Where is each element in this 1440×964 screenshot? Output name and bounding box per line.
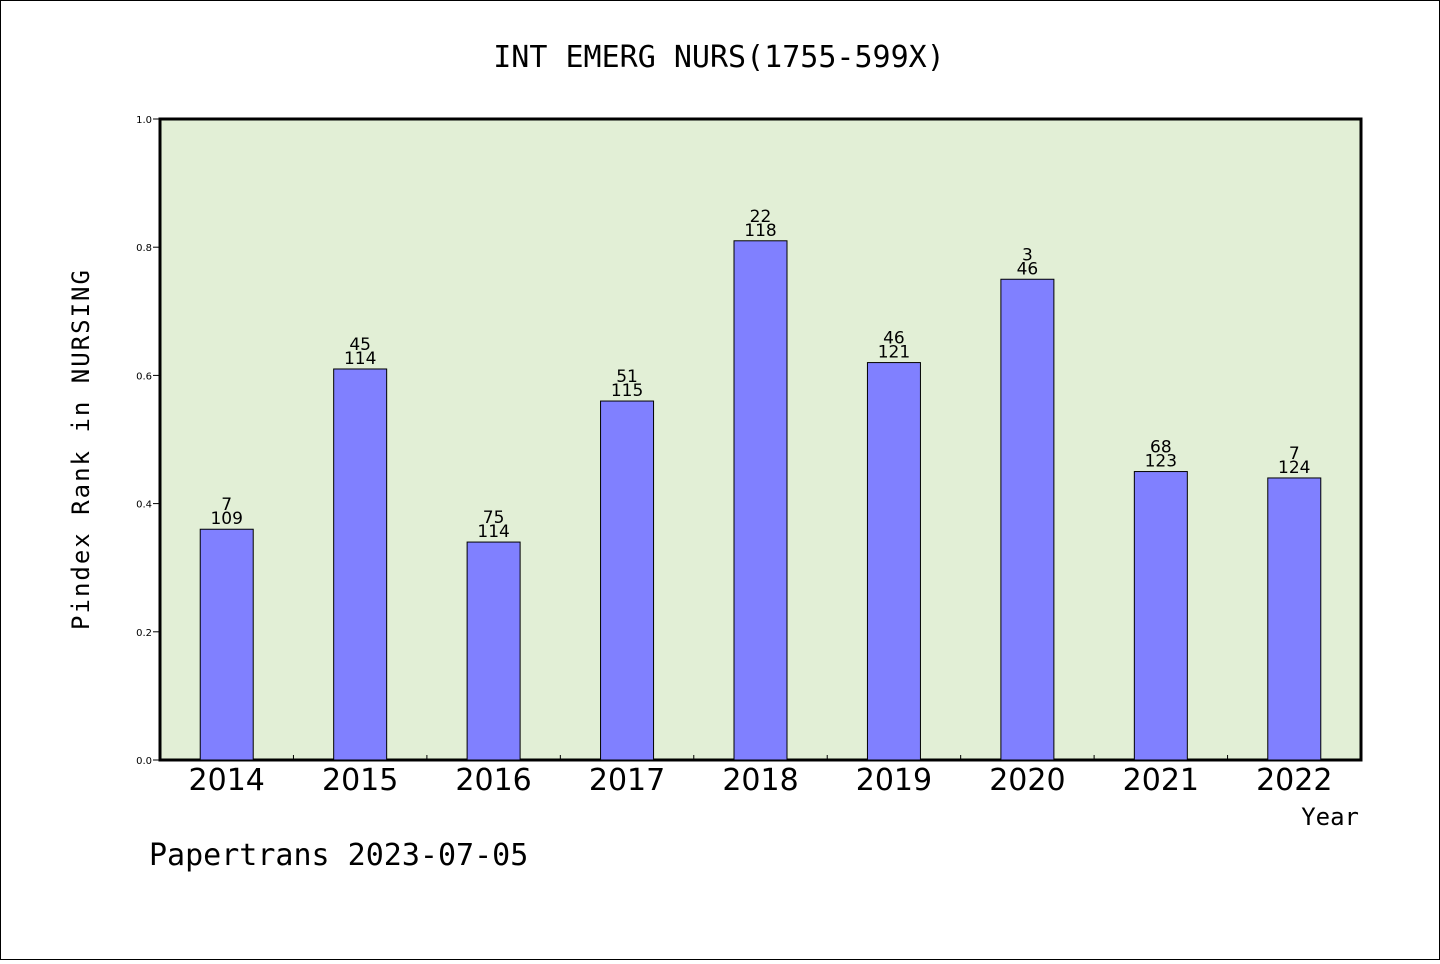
y-axis-label: Pindex Rank in NURSING	[67, 268, 95, 630]
x-tick-label: 2020	[989, 763, 1065, 798]
y-tick-label: 0.6	[136, 371, 152, 382]
rank-label: 3	[1022, 245, 1033, 265]
bar	[199, 528, 254, 761]
x-tick-label: 2022	[1256, 763, 1332, 798]
total-label: 114	[344, 349, 376, 369]
x-tick-label: 2017	[589, 763, 665, 798]
x-tick-label: 2018	[722, 763, 798, 798]
rank-label: 7	[221, 495, 232, 515]
rank-label: 51	[616, 367, 638, 387]
total-label: 123	[1145, 452, 1177, 472]
x-tick-label: 2015	[322, 763, 398, 798]
bar	[1000, 278, 1055, 761]
bar	[866, 362, 921, 761]
bar	[733, 240, 788, 761]
rank-label: 7	[1289, 444, 1300, 464]
y-tick-label: 1.0	[136, 115, 152, 126]
x-tick-label: 2021	[1123, 763, 1199, 798]
total-label: 109	[210, 509, 242, 529]
total-label: 46	[1017, 259, 1039, 279]
total-label: 124	[1278, 458, 1310, 478]
rank-label: 46	[883, 329, 905, 349]
chart-title: INT EMERG NURS(1755-599X)	[493, 40, 945, 75]
x-tick-label: 2016	[455, 763, 531, 798]
total-label: 118	[744, 221, 776, 241]
x-tick-label: 2014	[189, 763, 265, 798]
total-label: 114	[477, 522, 509, 542]
y-tick-label: 0.2	[136, 628, 152, 639]
rank-label: 45	[349, 335, 371, 355]
rank-label: 75	[483, 508, 505, 528]
bar	[333, 368, 388, 761]
bar	[1267, 477, 1322, 761]
x-axis: 2014 2015 2016 2017 2018 2019 2020 2021 2022	[189, 755, 1332, 798]
rank-label: 68	[1150, 438, 1172, 458]
y-tick-label: 0.8	[136, 243, 152, 254]
total-label: 115	[611, 381, 643, 401]
rank-label: 22	[750, 207, 772, 227]
y-tick-label: 0.4	[136, 500, 152, 511]
total-label: 121	[878, 343, 910, 363]
y-axis: 0.0 0.2 0.4 0.6 0.8 1.0	[136, 115, 160, 767]
bar	[600, 400, 655, 761]
x-tick-label: 2019	[856, 763, 932, 798]
bar	[1133, 471, 1188, 761]
bars	[199, 240, 1322, 761]
y-tick-label: 0.0	[136, 756, 152, 767]
x-axis-label: Year	[1301, 803, 1359, 831]
footer-credit: Papertrans 2023-07-05	[149, 838, 528, 873]
bar	[466, 541, 521, 761]
